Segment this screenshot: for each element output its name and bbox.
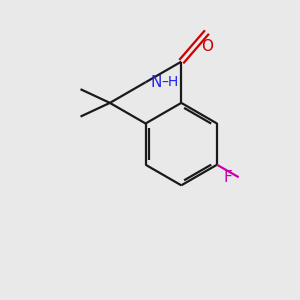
Text: –H: –H <box>162 75 179 89</box>
Text: O: O <box>201 38 213 53</box>
Text: F: F <box>224 170 232 185</box>
Text: N: N <box>151 75 162 90</box>
